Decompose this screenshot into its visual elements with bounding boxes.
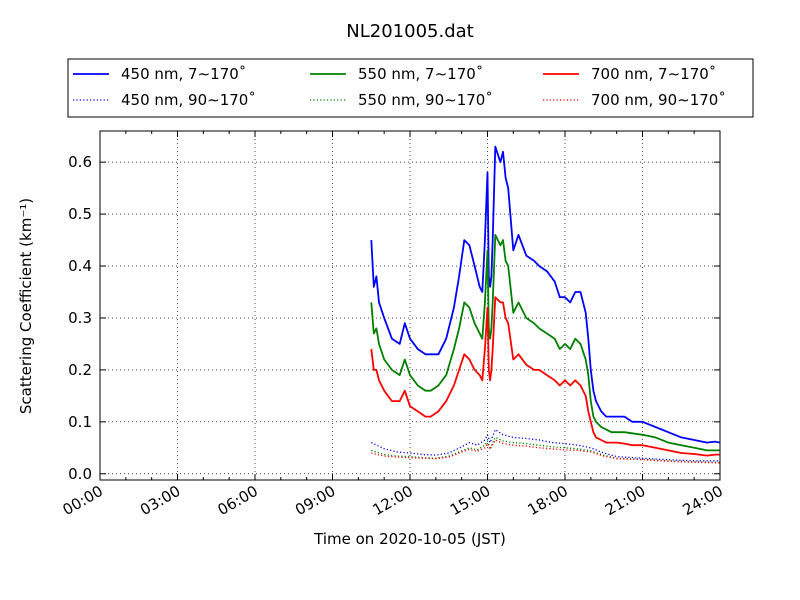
x-tick-label: 12:00 — [370, 482, 416, 519]
x-tick-label: 06:00 — [215, 482, 261, 519]
series-line-5 — [370, 296, 720, 457]
series-line-1 — [370, 145, 721, 444]
legend-label-2: 450 nm, 90∼170˚ — [121, 91, 256, 109]
y-axis-label: Scattering Coefficient (km⁻¹) — [17, 198, 35, 414]
x-tick-label: 18:00 — [525, 482, 571, 519]
x-tick-label: 15:00 — [447, 482, 493, 519]
y-tick-label: 0.2 — [68, 361, 92, 379]
x-tick-label: 21:00 — [602, 482, 648, 519]
x-tick-label: 24:00 — [680, 482, 726, 519]
x-tick-label: 00:00 — [60, 482, 106, 519]
legend-label-4: 550 nm, 90∼170˚ — [358, 91, 493, 109]
legend-label-6: 700 nm, 90∼170˚ — [591, 91, 726, 109]
x-tick-label: 03:00 — [137, 482, 183, 519]
legend-label-3: 550 nm, 7∼170˚ — [358, 65, 483, 83]
series-line-6 — [371, 439, 721, 464]
legend: 450 nm, 7∼170˚ 550 nm, 7∼170˚ 700 nm, 7∼17… — [67, 58, 754, 118]
y-tick-label: 0.1 — [68, 413, 92, 431]
y-tick-label: 0.4 — [68, 257, 92, 275]
legend-label-1: 450 nm, 7∼170˚ — [121, 65, 246, 83]
y-tick-label: 0.0 — [68, 465, 92, 483]
x-axis-label: Time on 2020-10-05 (JST) — [313, 530, 506, 548]
grid-lines — [100, 131, 720, 480]
legend-frame — [67, 58, 754, 118]
legend-label-5: 700 nm, 7∼170˚ — [591, 65, 716, 83]
y-tick-label: 0.5 — [68, 205, 92, 223]
x-tick-label: 09:00 — [292, 482, 338, 519]
y-tick-label: 0.3 — [68, 309, 92, 327]
axis-ticks — [99, 131, 721, 480]
chart-title: NL201005.dat — [346, 21, 473, 42]
series-line-3 — [370, 233, 720, 452]
x-tick-labels: 00:00 03:00 06:00 09:00 12:00 15:00 18:00 21:00… — [60, 482, 726, 519]
y-tick-labels: 0.0 0.1 0.2 0.3 0.4 0.5 0.6 — [68, 153, 92, 483]
series-lines — [370, 145, 721, 464]
y-tick-label: 0.6 — [68, 153, 92, 171]
